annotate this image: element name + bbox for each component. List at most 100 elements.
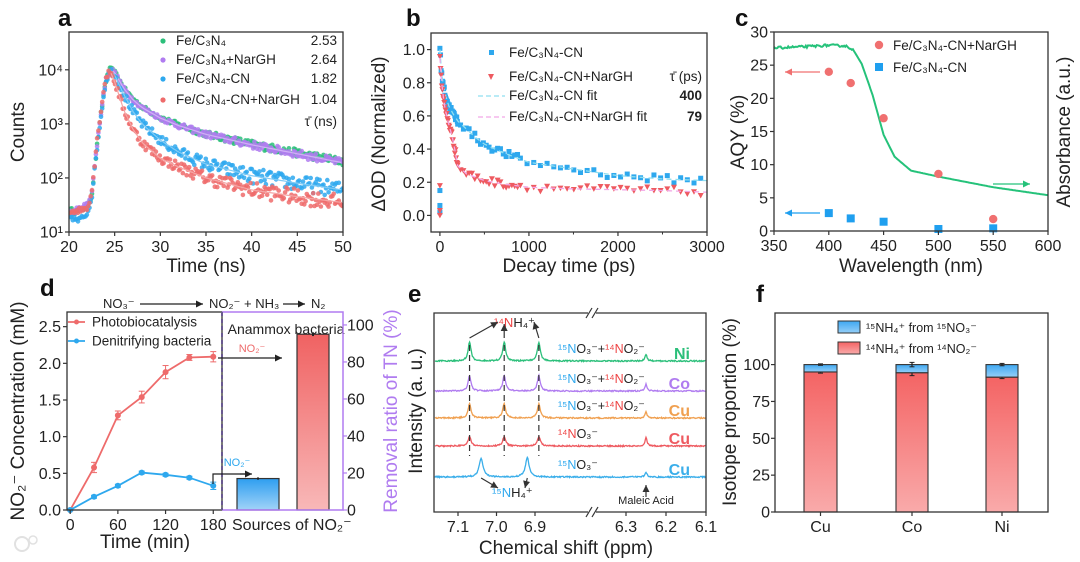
b-legend-marker <box>489 50 494 55</box>
f-xtick-label: Cu <box>810 519 830 536</box>
d-point <box>91 493 98 500</box>
b-point <box>454 114 460 120</box>
e-catalyst-label: Co <box>669 376 691 393</box>
b-point <box>557 165 563 171</box>
e-catalyst-label: Ni <box>674 346 690 363</box>
d-point <box>162 471 169 478</box>
b-point <box>644 184 651 191</box>
a-point <box>190 176 196 181</box>
a-point <box>318 204 324 209</box>
d-legend-marker <box>74 338 79 344</box>
axis-titles: Time (ns) Counts Decay time (ps) ΔOD (No… <box>8 56 1075 559</box>
b-point <box>497 146 503 152</box>
c-ytick-label: 0 <box>759 224 768 241</box>
watermark-icon <box>28 535 38 545</box>
b-point <box>651 172 657 178</box>
d-xtick-label: 0 <box>66 517 75 534</box>
a-series-3 <box>69 68 343 216</box>
f-bar-ni <box>985 376 1019 513</box>
f-frame <box>774 312 1049 513</box>
a-point <box>244 169 249 175</box>
b-point <box>550 186 557 193</box>
b-point <box>597 184 604 190</box>
a-point <box>240 192 246 198</box>
d-scheme-intermediate: NO₂⁻ + NH₃ <box>209 296 279 311</box>
c-xtick-label: 450 <box>870 238 897 255</box>
a-ytick-label: 10⁴ <box>38 62 63 79</box>
b-point <box>658 175 664 181</box>
b-point <box>446 102 452 108</box>
b-point <box>440 96 447 102</box>
e-ylabel: Intensity (a. u.) <box>406 348 427 474</box>
e-catalyst-label: Cu <box>669 462 690 479</box>
f-legend-label: ¹⁴NH₄⁺ from ¹⁴NO₂⁻ <box>866 342 977 356</box>
d-scheme-arrow-head <box>298 300 305 308</box>
e-n14-arrow-head <box>490 322 498 329</box>
a-point <box>222 160 228 165</box>
b-point <box>564 186 571 192</box>
a-point <box>302 184 307 189</box>
e-n15-arrow-head <box>490 481 498 488</box>
b-point <box>537 163 543 169</box>
d-point <box>114 412 121 419</box>
e-trace-label-part: O₃⁻ <box>576 458 597 472</box>
a-point <box>221 133 226 139</box>
watermark-icon <box>14 536 30 552</box>
e-trace-label-part: ¹⁴N <box>605 399 624 413</box>
a-point <box>102 81 108 87</box>
d-frame-right <box>222 311 344 511</box>
b-point <box>571 167 577 173</box>
b-point <box>564 164 570 170</box>
d-legend-label: Photobiocatalysis <box>92 315 197 330</box>
a-point <box>304 175 310 180</box>
a-point <box>215 161 220 167</box>
a-point <box>186 164 192 170</box>
e-n15-arrow-head <box>523 480 530 488</box>
b-point <box>497 179 504 185</box>
b-point <box>637 186 644 192</box>
a-point <box>94 135 100 141</box>
panel-label-e: e <box>408 281 421 308</box>
a-point <box>212 158 218 163</box>
a-point <box>181 122 187 127</box>
a-point <box>232 166 238 171</box>
a-point <box>340 203 343 209</box>
b-point <box>517 155 523 161</box>
f-bar-cu <box>803 371 838 513</box>
a-point <box>325 177 330 183</box>
a-point <box>303 198 308 204</box>
c-point <box>846 78 855 88</box>
b-point <box>537 188 544 195</box>
d-arrow-to-bar-head <box>245 470 252 478</box>
b-point <box>664 186 671 192</box>
c-xtick-label: 400 <box>815 238 842 255</box>
d-point <box>138 394 145 401</box>
a-point <box>92 164 97 169</box>
b-legend-tau: 400 <box>679 88 702 103</box>
a-xtick-label: 50 <box>334 239 352 256</box>
b-point <box>446 123 453 130</box>
d-right-ytick-label: 80 <box>347 354 365 371</box>
e-axis-break <box>585 506 593 518</box>
c-ytick-label: 15 <box>750 124 768 141</box>
d-right-ytick-label: 0 <box>347 503 356 520</box>
e-spectrum-cu <box>434 455 594 480</box>
d-right-ytick-label: 100 <box>347 317 374 334</box>
b-point <box>460 126 466 132</box>
a-point <box>295 188 301 193</box>
e-catalyst-label: Cu <box>669 431 690 448</box>
a-point <box>96 128 101 133</box>
a-point <box>268 170 274 175</box>
a-point <box>290 154 296 159</box>
b-point <box>483 179 490 185</box>
e-n14-arrow-head <box>532 322 540 330</box>
a-point <box>221 183 226 189</box>
e-catalyst-label: Cu <box>669 403 690 420</box>
b-point <box>524 187 531 194</box>
b-point <box>544 160 550 166</box>
a-point <box>310 190 316 196</box>
c-point <box>846 214 855 223</box>
a-point <box>326 204 331 209</box>
c-ytick-label: 10 <box>750 157 768 174</box>
